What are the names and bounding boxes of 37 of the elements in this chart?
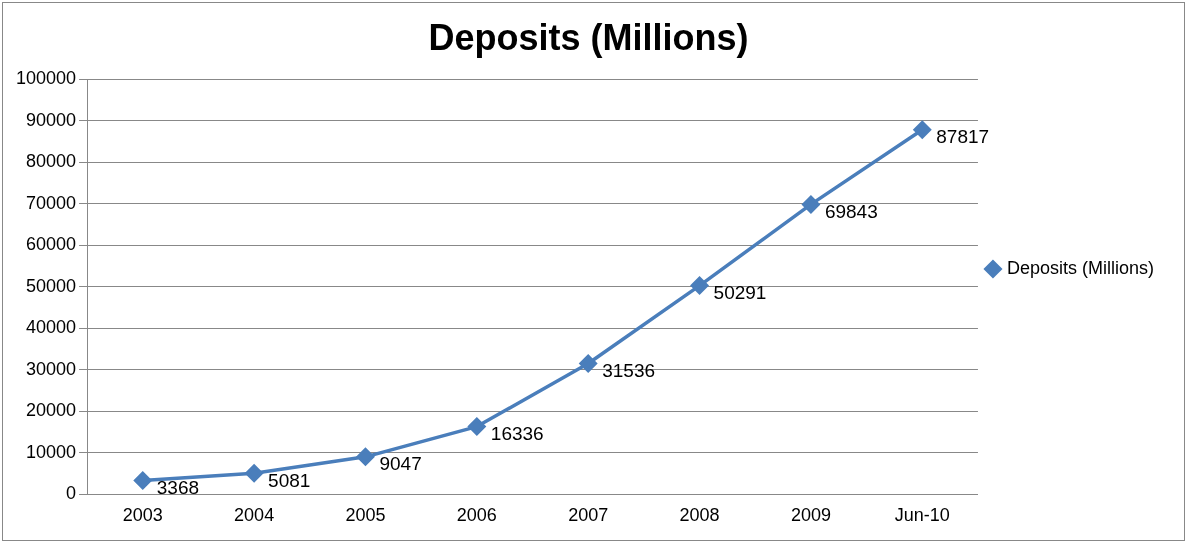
x-tick-label: 2007 [568, 505, 609, 526]
x-tick-label: 2005 [345, 505, 386, 526]
point [913, 121, 932, 139]
y-tick-label: 60000 [26, 234, 77, 255]
data-label: 69843 [824, 200, 878, 222]
data-label: 16336 [490, 422, 544, 444]
data-label: 50291 [713, 281, 767, 303]
point [579, 354, 597, 373]
point [690, 276, 709, 295]
y-tick-label: 90000 [26, 109, 77, 130]
y-tick-label: 100000 [15, 68, 77, 89]
y-tick-label: 10000 [26, 441, 77, 462]
data-label: 5081 [268, 469, 311, 491]
x-tick-label: 2006 [456, 505, 497, 526]
data-label: 31536 [602, 359, 656, 381]
data-label: 3368 [156, 476, 200, 498]
y-tick-label: 30000 [26, 358, 77, 379]
x-tick-label: Jun-10 [894, 505, 950, 526]
x-tick-label: 2004 [234, 505, 275, 526]
x-tick-label: 2009 [790, 505, 831, 526]
x-tick-label: 2008 [679, 505, 720, 526]
y-tick-label: 20000 [26, 400, 77, 421]
point [802, 195, 820, 214]
data-label: 9047 [379, 453, 422, 475]
point [134, 471, 152, 490]
y-tick-label: 40000 [26, 317, 77, 338]
x-tick-label: 2003 [122, 505, 163, 526]
point [245, 464, 263, 483]
y-tick-label: 80000 [26, 151, 77, 172]
chart-title: Deposits (Millions) [428, 16, 749, 58]
y-tick-label: 50000 [26, 275, 77, 296]
y-tick-label: 0 [66, 483, 77, 504]
data-label: 87817 [936, 126, 990, 148]
legend-label: Deposits (Millions) [1006, 257, 1155, 278]
point [468, 417, 486, 436]
y-tick-label: 70000 [26, 192, 77, 213]
point [356, 448, 375, 466]
